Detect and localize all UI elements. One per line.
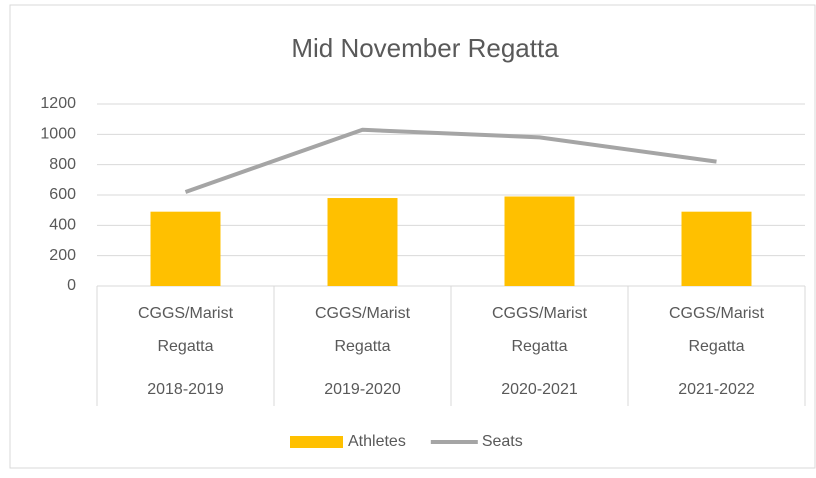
bar bbox=[150, 211, 221, 286]
y-tick-label: 200 bbox=[49, 247, 76, 264]
bar bbox=[327, 198, 398, 286]
y-tick-label: 0 bbox=[67, 277, 76, 294]
y-tick-label: 1000 bbox=[40, 126, 76, 143]
x-tick-label: 2019-2020 bbox=[324, 381, 401, 398]
chart-title: Mid November Regatta bbox=[291, 33, 559, 63]
y-tick-label: 400 bbox=[49, 217, 76, 234]
y-tick-label: 600 bbox=[49, 186, 76, 203]
x-tick-label: 2020-2021 bbox=[501, 381, 578, 398]
y-tick-label: 1200 bbox=[40, 95, 76, 112]
legend-label: Athletes bbox=[348, 433, 406, 450]
y-tick-label: 800 bbox=[49, 156, 76, 173]
legend-swatch bbox=[290, 436, 343, 448]
bar bbox=[504, 196, 575, 286]
legend-label: Seats bbox=[482, 433, 523, 450]
line bbox=[184, 127, 717, 194]
x-sublabel: CGGS/Marist Regatta bbox=[491, 305, 588, 355]
chart-border bbox=[9, 4, 816, 469]
bar bbox=[681, 211, 752, 286]
x-sublabel: CGGS/Marist Regatta bbox=[314, 305, 411, 355]
x-sublabel: CGGS/Marist Regatta bbox=[668, 305, 765, 355]
x-tick-label: 2021-2022 bbox=[678, 381, 755, 398]
x-sublabel: CGGS/Marist Regatta bbox=[137, 305, 234, 355]
x-tick-label: 2018-2019 bbox=[147, 381, 224, 398]
